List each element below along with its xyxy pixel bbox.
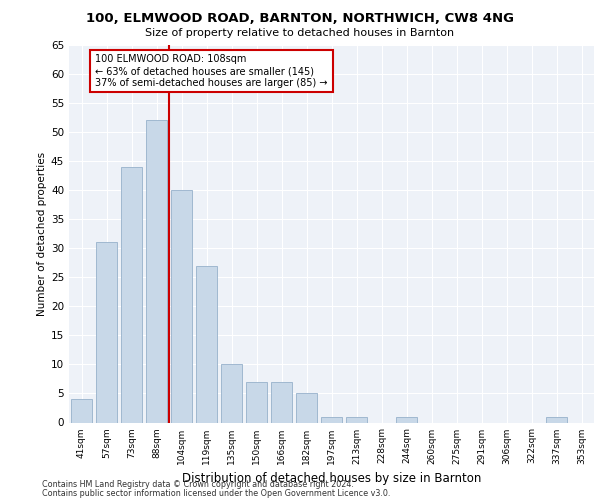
Bar: [146, 120, 167, 422]
Bar: [221, 364, 242, 422]
Bar: [71, 400, 92, 422]
Bar: [296, 394, 317, 422]
Y-axis label: Number of detached properties: Number of detached properties: [37, 152, 47, 316]
Bar: [546, 416, 567, 422]
Bar: [321, 416, 342, 422]
Text: 100, ELMWOOD ROAD, BARNTON, NORTHWICH, CW8 4NG: 100, ELMWOOD ROAD, BARNTON, NORTHWICH, C…: [86, 12, 514, 26]
Bar: [271, 382, 292, 422]
Text: Contains public sector information licensed under the Open Government Licence v3: Contains public sector information licen…: [42, 489, 391, 498]
Bar: [196, 266, 217, 422]
Text: 100 ELMWOOD ROAD: 108sqm
← 63% of detached houses are smaller (145)
37% of semi-: 100 ELMWOOD ROAD: 108sqm ← 63% of detach…: [95, 54, 328, 88]
Bar: [346, 416, 367, 422]
Bar: [96, 242, 117, 422]
Bar: [121, 167, 142, 422]
Text: Size of property relative to detached houses in Barnton: Size of property relative to detached ho…: [145, 28, 455, 38]
Bar: [246, 382, 267, 422]
Bar: [171, 190, 192, 422]
Text: Contains HM Land Registry data © Crown copyright and database right 2024.: Contains HM Land Registry data © Crown c…: [42, 480, 354, 489]
Bar: [396, 416, 417, 422]
X-axis label: Distribution of detached houses by size in Barnton: Distribution of detached houses by size …: [182, 472, 481, 485]
